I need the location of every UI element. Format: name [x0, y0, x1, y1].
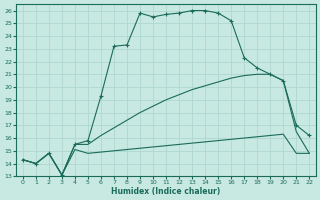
X-axis label: Humidex (Indice chaleur): Humidex (Indice chaleur) [111, 187, 221, 196]
